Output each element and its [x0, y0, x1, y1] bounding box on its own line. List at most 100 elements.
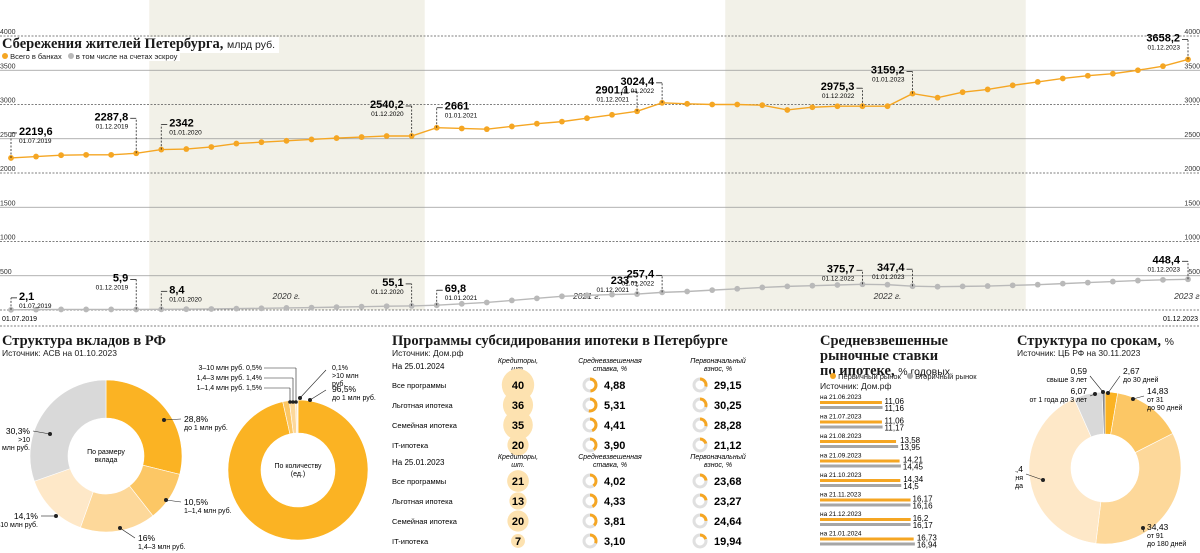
series-total-point [308, 136, 315, 143]
creditors-value: 36 [512, 400, 524, 412]
escrow-annotation-date: 01.01.2020 [169, 296, 202, 303]
secondary-value: 13,95 [900, 443, 921, 452]
rate-ring-fill [589, 437, 598, 451]
total-annotation-date: 01.07.2019 [19, 138, 52, 145]
series-escrow-point [483, 299, 490, 306]
series-escrow-point [508, 297, 515, 304]
primary-bar [820, 498, 911, 502]
rate-date: на 21.08.2023 [820, 433, 862, 440]
primary-bar [820, 518, 911, 521]
total-annotation-value: 2342 [169, 118, 193, 130]
series-escrow-point [784, 283, 791, 290]
series-escrow-point [233, 305, 240, 312]
legend-secondary-label: Вторичный рынок [915, 372, 977, 381]
primary-value: 11,06 [884, 397, 904, 406]
series-total-point [333, 135, 340, 141]
creditors-value: 13 [512, 496, 524, 508]
series-total-point [684, 100, 691, 107]
rates-source: Источник: Дом.рф [820, 381, 892, 391]
year-band-1 [725, 0, 1026, 310]
axis-tick-right: 4000 [1184, 29, 1200, 36]
rate-value: 3,81 [604, 516, 625, 528]
series-total-point [383, 133, 390, 139]
escrow-annotation-date: 01.12.2023 [1147, 266, 1180, 273]
program-name: Семейная ипотека [392, 517, 458, 526]
creditors-bubble [511, 534, 525, 548]
terms-label: 41,4от 181 днядо 1 года [1015, 464, 1023, 490]
escrow-annotation-value: 375,7 [827, 263, 855, 275]
series-total-point [559, 118, 565, 125]
total-annotation-value: 2975,3 [821, 81, 855, 93]
total-annotation-value: 3159,2 [871, 65, 905, 77]
total-annotation-date: 01.01.2022 [622, 88, 655, 95]
program-name: Все программы [392, 477, 446, 486]
series-total-point [1109, 70, 1116, 77]
size-label-leader [32, 430, 51, 435]
series-escrow-point [709, 287, 716, 294]
series-escrow-point [984, 283, 991, 289]
creditors-value: 35 [512, 420, 524, 432]
series-escrow-point [258, 305, 265, 312]
year-label: 2020 г. [272, 291, 301, 301]
axis-tick-left: 500 [0, 269, 12, 276]
series-total-point [483, 126, 490, 133]
down-value: 29,15 [714, 380, 742, 392]
axis-tick-left: 2000 [0, 166, 16, 173]
size-donut-slice [29, 379, 107, 482]
series-total-point [1160, 63, 1166, 70]
count-label-dot [294, 400, 298, 404]
escrow-annotation-date: 01.12.2022 [822, 275, 855, 282]
series-escrow-point [333, 304, 340, 311]
creditors-value: 21 [512, 476, 524, 488]
axis-tick-right: 3500 [1184, 63, 1200, 70]
series-total-point [984, 86, 991, 93]
axis-tick-right: 3000 [1184, 98, 1200, 105]
down-value: 28,28 [714, 420, 742, 432]
series-escrow-point [759, 284, 766, 291]
rate-ring-fill [589, 377, 598, 393]
rate-value: 3,90 [604, 440, 625, 452]
series-escrow-point [584, 292, 590, 299]
secondary-bar [820, 484, 902, 487]
series-total-point [283, 137, 290, 144]
series-escrow-point [33, 306, 39, 313]
rate-date: на 21.10.2023 [820, 472, 862, 479]
axis-tick-left: 4000 [0, 29, 16, 36]
series-total-point [458, 125, 465, 132]
series-total-point [358, 134, 365, 140]
down-ring-fill [699, 437, 708, 445]
count-label-main: 96,5% до 1 млн руб. [332, 384, 376, 402]
total-annotation-value: 3024,4 [620, 76, 655, 88]
size-label: 16% 1,4–3 млн руб. [138, 533, 186, 551]
series-escrow-point [383, 303, 390, 310]
series-total-point [884, 103, 891, 110]
x-start-label: 01.07.2019 [2, 316, 37, 323]
series-escrow-point [559, 293, 565, 300]
escrow-annotation-date: 01.01.2022 [622, 280, 655, 287]
rate-value: 4,02 [604, 476, 625, 488]
terms-label-leader [1089, 393, 1096, 397]
down-ring-fill [699, 493, 708, 501]
count-donut-center: По количеству (ед.) [274, 463, 322, 478]
escrow-annotation-date: 01.12.2020 [371, 289, 404, 296]
rate-value: 4,88 [604, 380, 625, 392]
size-label: 28,8% до 1 млн руб. [184, 414, 228, 432]
escrow-annotation-date: 01.01.2021 [445, 295, 478, 302]
size-label: 30,3% >10 млн руб. [2, 426, 30, 452]
rate-value: 4,33 [604, 496, 625, 508]
programs-title: Программы субсидирования ипотеки в Петер… [392, 333, 728, 349]
escrow-annotation-value: 257,4 [627, 268, 655, 280]
creditors-value: 7 [515, 536, 521, 548]
secondary-bar [820, 503, 911, 507]
legend-escrow-dot [67, 53, 74, 59]
escrow-annotation-value: 5,9 [113, 272, 128, 284]
rate-ring-fill [589, 533, 598, 544]
series-escrow-point [533, 295, 540, 302]
legend-total-dot [2, 53, 8, 59]
rate-ring-fill [588, 397, 598, 413]
total-annotation-date: 01.12.2019 [96, 123, 129, 130]
series-total-point [584, 115, 590, 122]
down-value: 23,68 [714, 476, 742, 488]
secondary-bar [820, 464, 901, 468]
